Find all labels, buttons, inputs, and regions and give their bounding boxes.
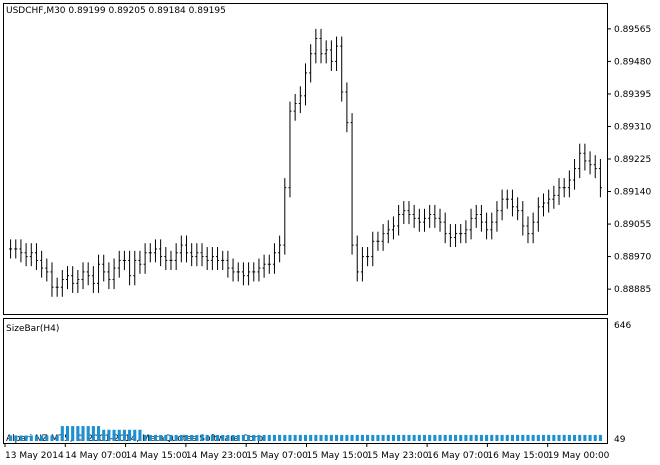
time-label: 15 May 23:00 — [367, 451, 429, 461]
price-label: 0.89310 — [614, 122, 651, 132]
price-label: 0.88970 — [614, 253, 651, 263]
sizebar-histogram — [9, 426, 602, 441]
time-label: 19 May 00:00 — [548, 451, 610, 461]
price-label: 0.89140 — [614, 188, 651, 198]
chart-header: USDCHF,M30 0.89199 0.89205 0.89184 0.891… — [6, 6, 226, 16]
price-label: 0.89480 — [614, 57, 651, 67]
time-label: 14 May 23:00 — [186, 451, 248, 461]
indicator-title: SizeBar(H4) — [6, 324, 59, 334]
price-label: 0.89225 — [614, 155, 651, 165]
time-label: 15 May 07:00 — [246, 451, 308, 461]
time-label: 16 May 15:00 — [487, 451, 549, 461]
price-label: 0.89395 — [614, 90, 651, 100]
price-panel-frame — [3, 3, 608, 315]
time-label: 15 May 15:00 — [307, 451, 369, 461]
indicator-min-label: 49 — [614, 435, 626, 445]
price-axis: 0.89565 0.89480 0.89395 0.89310 0.89225 0.891… — [607, 25, 651, 295]
time-label: 14 May 15:00 — [126, 451, 188, 461]
time-label: 14 May 07:00 — [65, 451, 127, 461]
price-label: 0.89055 — [614, 220, 651, 230]
price-label: 0.88885 — [614, 285, 651, 295]
time-label: 16 May 07:00 — [427, 451, 489, 461]
price-bars — [9, 28, 602, 297]
price-label: 0.89565 — [614, 25, 651, 35]
indicator-panel-frame — [3, 318, 608, 444]
time-label: 13 May 2014 — [5, 451, 64, 461]
indicator-max-label: 646 — [614, 321, 631, 331]
